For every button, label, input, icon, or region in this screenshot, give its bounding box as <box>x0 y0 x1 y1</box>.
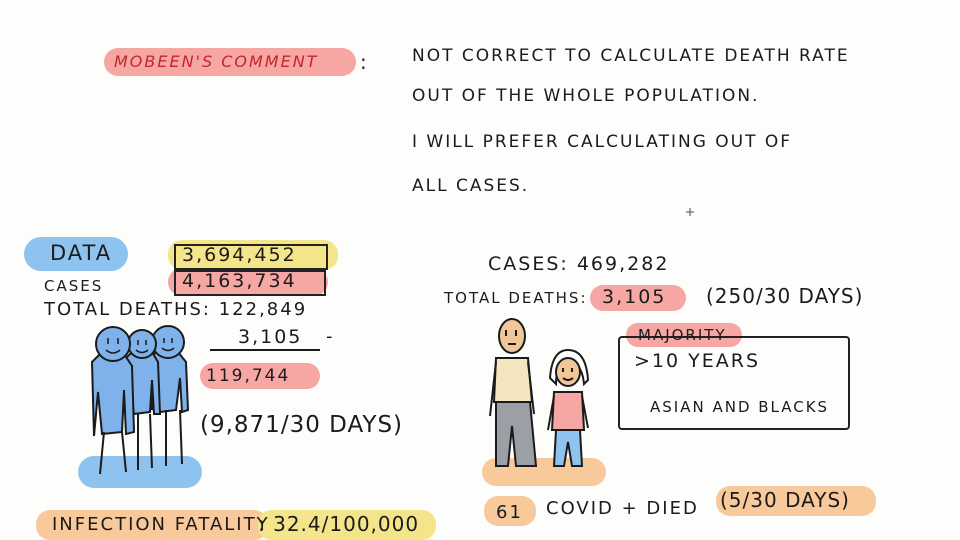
majority-line-2: ASIAN AND BLACKS <box>650 398 830 416</box>
cases-value-2-box <box>174 270 326 296</box>
cases-value-2: 4,163,734 <box>182 270 297 292</box>
cases-value-1: 3,694,452 <box>182 244 297 266</box>
right-people-shadow-highlight <box>482 458 606 486</box>
people-group-icon <box>90 325 190 475</box>
covid-count: 61 <box>496 502 523 523</box>
minus-sign: - <box>326 326 335 347</box>
left-rate: (9,871/30 DAYS) <box>200 412 404 438</box>
ifr-value: : 32.4/100,000 <box>258 512 420 536</box>
cases-label: CASES <box>44 277 104 295</box>
right-deaths-highlight <box>590 285 686 311</box>
young-girl-icon <box>547 348 590 467</box>
data-label-highlight <box>24 237 128 271</box>
comment-line-4: ALL CASES. <box>412 176 530 196</box>
people-shadow-highlight <box>78 456 202 488</box>
ifr-label-highlight <box>36 510 268 540</box>
right-total-deaths-value: 3,105 <box>602 286 667 308</box>
total-deaths: TOTAL DEATHS: 122,849 <box>44 299 308 320</box>
right-total-deaths-label: TOTAL DEATHS: <box>444 289 588 307</box>
ifr-value-highlight <box>258 510 436 540</box>
covid-rate-highlight <box>716 486 876 516</box>
comment-label: MOBEEN'S COMMENT <box>114 52 319 71</box>
result-value: 119,744 <box>206 366 291 386</box>
majority-line-1: >10 YEARS <box>634 350 761 372</box>
right-cases: CASES: 469,282 <box>488 253 670 275</box>
cases-value-2-highlight <box>168 268 328 296</box>
cases-value-1-box <box>174 244 328 270</box>
comment-line-2: OUT OF THE WHOLE POPULATION. <box>412 86 760 106</box>
covid-rate: (5/30 DAYS) <box>720 488 850 512</box>
result-value-highlight <box>200 363 320 389</box>
cursor-icon <box>686 208 694 216</box>
comment-line-1: NOT CORRECT TO CALCULATE DEATH RATE <box>412 46 850 66</box>
ifr-label: INFECTION FATALITY <box>52 514 270 535</box>
majority-highlight <box>626 323 742 347</box>
data-label: DATA <box>50 241 113 265</box>
older-man-icon <box>489 318 538 467</box>
comment-colon: : <box>360 50 369 74</box>
right-rate: (250/30 DAYS) <box>706 284 864 308</box>
comment-line-3: I WILL PREFER CALCULATING OUT OF <box>412 132 793 152</box>
majority-label: MAJORITY <box>638 326 727 344</box>
majority-box <box>618 336 850 430</box>
covid-count-highlight <box>484 496 536 526</box>
subtract-value: 3,105 <box>238 326 303 348</box>
people-faces <box>105 338 175 354</box>
covid-text: COVID + DIED <box>546 498 699 519</box>
comment-label-highlight <box>104 48 356 76</box>
